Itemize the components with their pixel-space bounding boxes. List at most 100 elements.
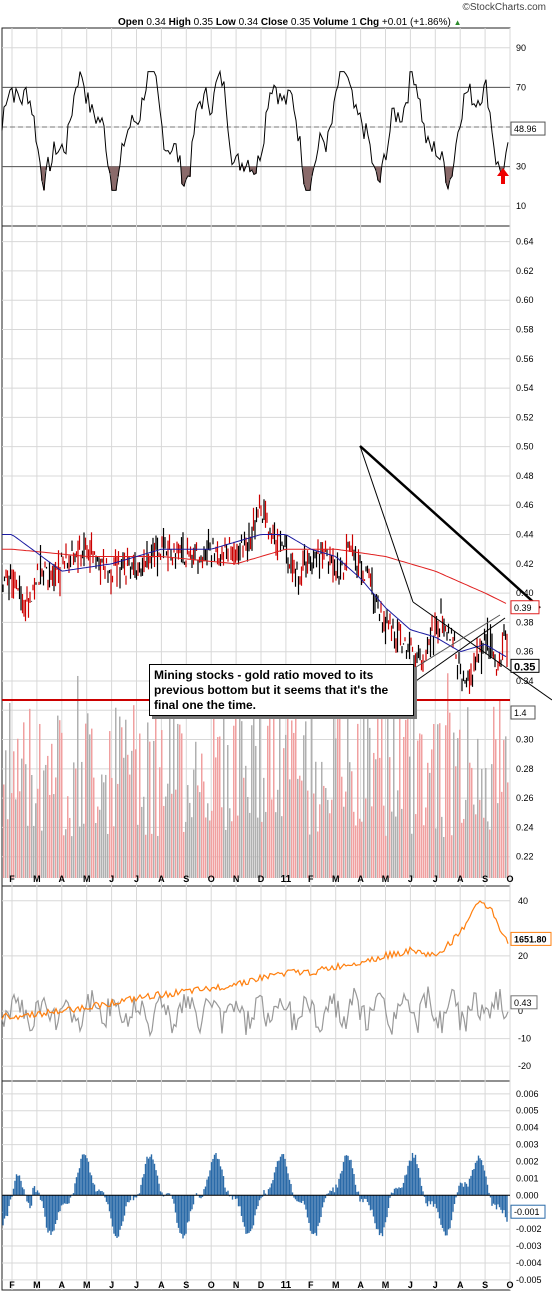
price-last-value-box <box>510 658 540 673</box>
month-label: A <box>357 874 364 884</box>
volume-bar <box>467 707 469 878</box>
volume-bar <box>417 740 419 878</box>
hist-tick-label: -0.005 <box>516 1275 542 1285</box>
rsi-tick-label: 70 <box>516 82 526 92</box>
volume-bar <box>59 720 61 878</box>
price-tick-label: 0.58 <box>516 325 534 335</box>
volume-bar <box>279 717 281 878</box>
volume-bar <box>433 724 435 878</box>
volume-bar <box>381 713 383 878</box>
volume-bar <box>451 835 453 878</box>
cmp-tick-label: -20 <box>518 1061 531 1071</box>
price-tick-label: 0.44 <box>516 530 534 540</box>
hist-tick-label: 0.004 <box>516 1123 539 1133</box>
month-label: S <box>482 874 488 884</box>
volume-bar <box>463 818 465 878</box>
month-label-bottom: O <box>506 1280 513 1290</box>
ma200-value-box <box>510 600 540 615</box>
volume-bar <box>359 818 361 878</box>
volume-bar <box>147 722 149 878</box>
month-label-bottom: N <box>233 1280 240 1290</box>
volume-bar <box>399 683 401 878</box>
volume-bar <box>393 680 395 878</box>
open-value: 0.34 <box>146 17 166 28</box>
volume-bar <box>409 756 411 878</box>
volume-bar <box>7 819 9 878</box>
volume-bar <box>485 768 487 878</box>
volume-bar <box>413 702 415 878</box>
orange-value-label: 1651.80 <box>514 934 547 944</box>
volume-bar <box>5 750 7 878</box>
volume-bar <box>225 829 227 878</box>
grey-value-label: 0.43 <box>514 998 532 1008</box>
volume-bar <box>357 723 359 878</box>
cmp-tick-label: 40 <box>518 896 528 906</box>
volume-bar <box>61 732 63 878</box>
rsi-tick-label: 90 <box>516 43 526 53</box>
volume-bar <box>323 785 325 878</box>
volume-bar <box>303 735 305 878</box>
volume-bar <box>55 777 57 878</box>
volume-bar <box>209 820 211 878</box>
volume-bar <box>105 774 107 878</box>
month-label-bottom: M <box>382 1280 390 1290</box>
volume-bar <box>405 719 407 878</box>
month-label: N <box>233 874 240 884</box>
volume-bar <box>67 796 69 878</box>
volume-bar <box>29 708 31 878</box>
hist-tick-label: 0.006 <box>516 1089 539 1099</box>
month-label-bottom: J <box>109 1280 114 1290</box>
volume-bar <box>179 724 181 878</box>
low-label: Low <box>215 17 236 28</box>
volume-bar <box>285 734 287 878</box>
volume-bar <box>481 768 483 878</box>
month-label: M <box>382 874 390 884</box>
volume-bar <box>339 709 341 878</box>
volume-bar <box>73 762 75 878</box>
volume-bar <box>363 704 365 878</box>
volume-bar <box>491 764 493 878</box>
price-tick-label: 0.42 <box>516 559 534 569</box>
volume-bar <box>299 775 301 878</box>
rsi-last-value-label: 48.96 <box>514 124 537 134</box>
low-value: 0.34 <box>238 17 259 28</box>
hist-last-value-label: -0.001 <box>514 1207 540 1217</box>
volume-bar <box>421 734 423 878</box>
volume-bar <box>41 830 43 878</box>
volume-bar <box>109 731 111 878</box>
volume-bar <box>297 778 299 878</box>
volume-bar <box>175 789 177 878</box>
month-label-bottom: A <box>357 1280 364 1290</box>
downtrend-line <box>359 445 541 609</box>
volume-bar <box>429 772 431 878</box>
volume-bar <box>325 788 327 878</box>
volume-bar <box>243 777 245 878</box>
volume-bar <box>203 781 205 878</box>
volume-bar <box>495 739 497 878</box>
volume-bar <box>131 750 133 878</box>
volume-bar <box>197 785 199 878</box>
price-tick-label: 0.36 <box>516 647 534 657</box>
month-label: M <box>33 874 41 884</box>
channel-line-left <box>359 445 414 603</box>
volume-bar <box>81 761 83 878</box>
volume-bar <box>355 825 357 878</box>
volume-bar <box>383 805 385 878</box>
volume-bar <box>395 816 397 878</box>
volume-bar <box>103 782 105 878</box>
volume-bar <box>177 723 179 878</box>
volume-bar <box>31 775 33 878</box>
chg-up-icon: ▲ <box>453 18 462 27</box>
volume-bar <box>319 804 321 878</box>
volume-bar <box>293 732 295 878</box>
volume-bar <box>13 751 15 878</box>
volume-bar <box>387 715 389 878</box>
volume-bar <box>33 825 35 878</box>
volume-bar <box>185 821 187 878</box>
volume-bar <box>201 753 203 878</box>
volume-bar <box>133 705 135 878</box>
volume-bar <box>397 790 399 878</box>
volume-bar <box>477 738 479 878</box>
volume-bar <box>277 789 279 878</box>
month-label-bottom: J <box>134 1280 139 1290</box>
